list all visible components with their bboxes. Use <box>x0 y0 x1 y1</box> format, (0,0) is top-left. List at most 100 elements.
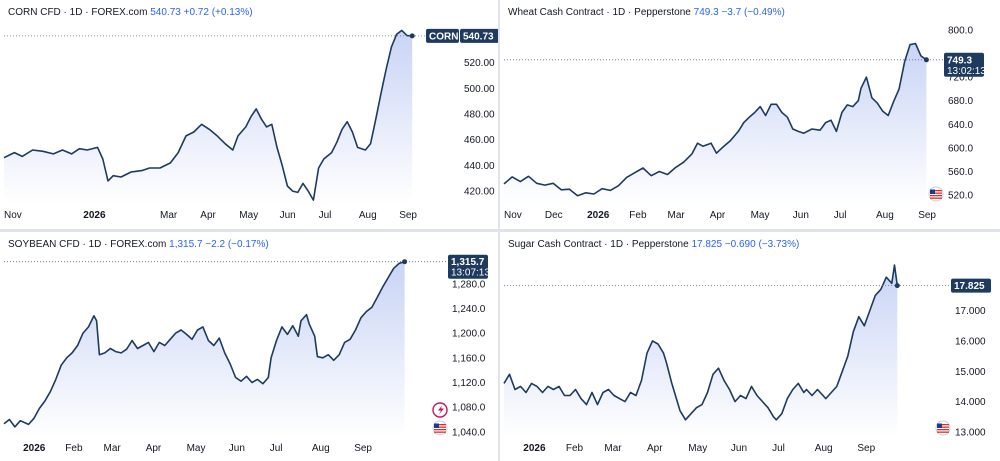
x-tick-label: Dec <box>545 210 563 221</box>
series-area <box>4 261 405 438</box>
y-tick-label: 480.00 <box>464 110 495 121</box>
chart-header: Wheat Cash Contract · 1D · Pepperstone 7… <box>508 7 785 18</box>
price-tag-value: 749.3 <box>947 55 972 66</box>
price-change: −3.7 <box>721 7 744 18</box>
chart-header: Sugar Cash Contract · 1D · Pepperstone 1… <box>508 239 799 250</box>
x-tick-label: 2026 <box>83 210 106 221</box>
series-line[interactable] <box>3 260 405 428</box>
series-area <box>504 43 927 204</box>
symbol-description: Wheat Cash Contract · 1D · Pepperstone <box>508 7 694 18</box>
x-tick-label: 2026 <box>23 443 46 454</box>
price-change-percent: (−0.17%) <box>228 239 269 250</box>
chart-panel-corn[interactable]: CORN CFD · 1D · FOREX.com 540.73 +0.72 (… <box>0 0 498 229</box>
x-tick-label: May <box>187 443 206 454</box>
chart-header: CORN CFD · 1D · FOREX.com 540.73 +0.72 (… <box>8 7 253 18</box>
soybean-chart[interactable]: SOYBEAN CFD · 1D · FOREX.com 1,315.7 −2.… <box>0 232 498 461</box>
x-tick-label: Jun <box>229 443 245 454</box>
bar-countdown: 13:07:13 <box>451 268 490 279</box>
sugar-chart[interactable]: Sugar Cash Contract · 1D · Pepperstone 1… <box>500 232 1000 461</box>
x-tick-label: Nov <box>4 210 22 221</box>
series-line[interactable] <box>3 29 413 201</box>
divider-vertical-bottom <box>498 232 500 461</box>
y-tick-label: 560.0 <box>948 167 973 178</box>
chart-panel-sugar[interactable]: Sugar Cash Contract · 1D · Pepperstone 1… <box>500 232 1000 461</box>
x-tick-label: 2026 <box>587 210 610 221</box>
x-tick-label: Feb <box>629 210 647 221</box>
x-tick-label: Mar <box>160 210 178 221</box>
last-point-marker <box>409 33 415 39</box>
x-tick-label: Nov <box>504 210 522 221</box>
price-change: −0.690 <box>725 239 759 250</box>
y-tick-label: 14.000 <box>955 397 986 408</box>
last-price: 540.73 <box>150 7 183 18</box>
y-tick-label: 520.00 <box>464 58 495 69</box>
chart-panel-soybean[interactable]: SOYBEAN CFD · 1D · FOREX.com 1,315.7 −2.… <box>0 232 498 461</box>
x-tick-label: Apr <box>200 210 216 221</box>
price-change-percent: (−3.73%) <box>758 239 799 250</box>
x-tick-label: 2026 <box>523 443 546 454</box>
x-tick-label: Sep <box>857 443 875 454</box>
last-point-marker <box>923 57 929 63</box>
chart-header: SOYBEAN CFD · 1D · FOREX.com 1,315.7 −2.… <box>8 239 269 250</box>
y-tick-label: 640.0 <box>948 120 973 131</box>
symbol-description: Sugar Cash Contract · 1D · Pepperstone <box>508 239 691 250</box>
symbol-description: CORN CFD · 1D · FOREX.com <box>8 7 150 18</box>
y-tick-label: 440.00 <box>464 161 495 172</box>
series-line[interactable] <box>503 42 927 197</box>
y-tick-label: 1,160.0 <box>452 353 486 364</box>
x-tick-label: Aug <box>876 210 894 221</box>
price-change: −2.2 <box>205 239 228 250</box>
y-tick-label: 1,240.0 <box>452 304 486 315</box>
y-tick-label: 17.000 <box>955 306 986 317</box>
x-tick-label: Mar <box>668 210 686 221</box>
x-tick-label: May <box>688 443 707 454</box>
y-tick-label: 1,280.0 <box>452 279 486 290</box>
y-tick-label: 1,080.0 <box>452 403 486 414</box>
x-tick-label: Apr <box>710 210 726 221</box>
x-tick-label: Jul <box>834 210 847 221</box>
price-tag <box>448 254 488 279</box>
x-tick-label: Aug <box>359 210 377 221</box>
series-line[interactable] <box>503 264 899 421</box>
flag-icon[interactable] <box>935 420 951 436</box>
y-tick-label: 1,040.0 <box>452 427 486 438</box>
x-tick-label: Aug <box>312 443 330 454</box>
x-tick-label: Feb <box>65 443 83 454</box>
last-price: 749.3 <box>694 7 722 18</box>
flash-icon[interactable] <box>432 402 448 418</box>
x-tick-label: Sep <box>918 210 936 221</box>
x-tick-label: Mar <box>604 443 622 454</box>
series-area <box>4 30 413 205</box>
last-price: 17.825 <box>691 239 724 250</box>
flag-icon[interactable] <box>928 186 944 202</box>
x-tick-label: Jul <box>319 210 332 221</box>
price-tag-value: 1,315.7 <box>451 257 485 268</box>
price-tag-value: 17.825 <box>954 281 985 292</box>
x-tick-label: Mar <box>104 443 122 454</box>
x-tick-label: Jul <box>270 443 283 454</box>
x-tick-label: Jun <box>280 210 296 221</box>
wheat-chart[interactable]: Wheat Cash Contract · 1D · Pepperstone 7… <box>500 0 1000 229</box>
y-tick-label: 600.0 <box>948 143 973 154</box>
y-tick-label: 800.0 <box>948 25 973 36</box>
y-tick-label: 15.000 <box>955 367 986 378</box>
flag-icon[interactable] <box>432 420 448 436</box>
x-tick-label: Aug <box>815 443 833 454</box>
price-change-percent: (−0.49%) <box>744 7 785 18</box>
x-tick-label: May <box>751 210 770 221</box>
y-tick-label: 460.00 <box>464 135 495 146</box>
corn-chart[interactable]: CORN CFD · 1D · FOREX.com 540.73 +0.72 (… <box>0 0 498 229</box>
price-change-percent: (+0.13%) <box>212 7 253 18</box>
x-tick-label: May <box>239 210 258 221</box>
last-point-marker <box>894 283 900 289</box>
x-tick-label: Sep <box>354 443 372 454</box>
y-tick-label: 1,120.0 <box>452 378 486 389</box>
y-tick-label: 720.0 <box>948 73 973 84</box>
y-tick-label: 13.000 <box>955 427 986 438</box>
y-tick-label: 16.000 <box>955 336 986 347</box>
series-area <box>504 265 898 438</box>
y-tick-label: 1,200.0 <box>452 329 486 340</box>
price-tag <box>951 278 991 293</box>
chart-panel-wheat[interactable]: Wheat Cash Contract · 1D · Pepperstone 7… <box>500 0 1000 229</box>
x-tick-label: Sep <box>399 210 417 221</box>
